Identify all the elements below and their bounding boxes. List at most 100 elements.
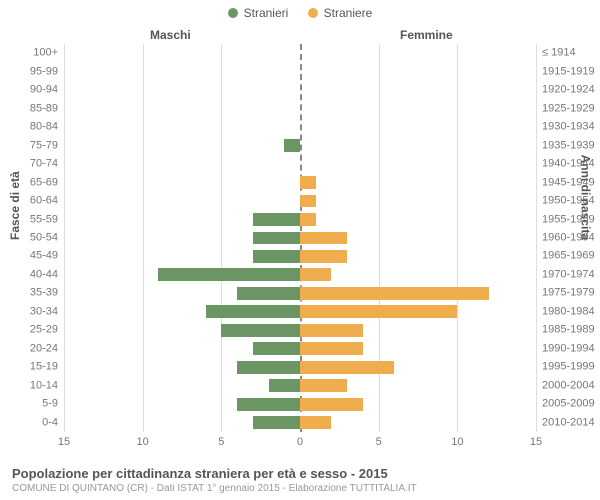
birth-year-label: 1980-1984 (542, 306, 595, 317)
population-pyramid-chart: Stranieri Straniere Maschi Femmine Fasce… (0, 0, 600, 500)
age-row: 75-791935-1939 (64, 136, 536, 154)
age-row: 100+≤ 1914 (64, 44, 536, 62)
age-row: 40-441970-1974 (64, 266, 536, 284)
age-label: 45-49 (30, 251, 58, 262)
birth-year-label: 1950-1954 (542, 196, 595, 207)
chart-subtitle: COMUNE DI QUINTANO (CR) - Dati ISTAT 1° … (12, 483, 417, 494)
bar-male (206, 305, 300, 318)
age-label: 85-89 (30, 103, 58, 114)
bar-female (300, 379, 347, 392)
age-label: 100+ (33, 48, 58, 59)
birth-year-label: 1935-1939 (542, 140, 595, 151)
bar-female (300, 213, 316, 226)
age-row: 45-491965-1969 (64, 247, 536, 265)
legend-label-male: Stranieri (244, 6, 289, 20)
x-axis: 15105051015 (64, 436, 536, 456)
bar-male (237, 398, 300, 411)
birth-year-label: 1970-1974 (542, 269, 595, 280)
legend-item-male: Stranieri (228, 6, 289, 20)
bar-male (221, 324, 300, 337)
birth-year-label: 1920-1924 (542, 85, 595, 96)
bar-male (158, 268, 300, 281)
x-tick: 5 (376, 436, 382, 448)
age-label: 80-84 (30, 122, 58, 133)
age-label: 25-29 (30, 325, 58, 336)
bar-male (253, 342, 300, 355)
gridline (536, 44, 537, 432)
legend-item-female: Straniere (308, 6, 373, 20)
age-row: 30-341980-1984 (64, 303, 536, 321)
x-tick: 15 (58, 436, 70, 448)
age-row: 95-991915-1919 (64, 62, 536, 80)
age-row: 5-92005-2009 (64, 395, 536, 413)
age-label: 10-14 (30, 380, 58, 391)
bar-female (300, 305, 457, 318)
age-row: 20-241990-1994 (64, 340, 536, 358)
bar-female (300, 232, 347, 245)
bar-male (237, 287, 300, 300)
birth-year-label: 1965-1969 (542, 251, 595, 262)
age-row: 10-142000-2004 (64, 377, 536, 395)
bar-female (300, 195, 316, 208)
bar-female (300, 176, 316, 189)
age-label: 75-79 (30, 140, 58, 151)
birth-year-label: 1990-1994 (542, 343, 595, 354)
birth-year-label: 1975-1979 (542, 288, 595, 299)
bar-male (284, 139, 300, 152)
birth-year-label: 1960-1964 (542, 232, 595, 243)
age-label: 40-44 (30, 269, 58, 280)
legend-swatch-female (308, 8, 318, 18)
bar-female (300, 361, 394, 374)
age-label: 55-59 (30, 214, 58, 225)
birth-year-label: 1955-1959 (542, 214, 595, 225)
birth-year-label: ≤ 1914 (542, 48, 576, 59)
age-label: 15-19 (30, 362, 58, 373)
legend: Stranieri Straniere (0, 6, 600, 21)
bar-male (253, 416, 300, 429)
birth-year-label: 1945-1949 (542, 177, 595, 188)
age-label: 50-54 (30, 232, 58, 243)
age-row: 15-191995-1999 (64, 358, 536, 376)
chart-footer: Popolazione per cittadinanza straniera p… (12, 466, 417, 494)
age-row: 35-391975-1979 (64, 284, 536, 302)
birth-year-label: 1940-1944 (542, 159, 595, 170)
age-row: 60-641950-1954 (64, 192, 536, 210)
bar-female (300, 342, 363, 355)
bar-female (300, 250, 347, 263)
age-row: 70-741940-1944 (64, 155, 536, 173)
chart-title: Popolazione per cittadinanza straniera p… (12, 466, 417, 481)
bar-female (300, 287, 489, 300)
bar-male (253, 232, 300, 245)
bar-female (300, 398, 363, 411)
age-row: 80-841930-1934 (64, 118, 536, 136)
age-row: 90-941920-1924 (64, 81, 536, 99)
x-tick: 5 (218, 436, 224, 448)
x-tick: 15 (530, 436, 542, 448)
age-label: 90-94 (30, 85, 58, 96)
age-label: 0-4 (42, 417, 58, 428)
bar-male (253, 250, 300, 263)
age-row: 55-591955-1959 (64, 210, 536, 228)
birth-year-label: 1925-1929 (542, 103, 595, 114)
age-row: 25-291985-1989 (64, 321, 536, 339)
birth-year-label: 1930-1934 (542, 122, 595, 133)
age-label: 95-99 (30, 66, 58, 77)
column-header-female: Femmine (400, 28, 453, 42)
age-row: 0-42010-2014 (64, 414, 536, 432)
birth-year-label: 2010-2014 (542, 417, 595, 428)
bar-male (269, 379, 300, 392)
birth-year-label: 1915-1919 (542, 66, 595, 77)
x-tick: 10 (451, 436, 463, 448)
birth-year-label: 2000-2004 (542, 380, 595, 391)
age-row: 50-541960-1964 (64, 229, 536, 247)
x-tick: 10 (137, 436, 149, 448)
age-label: 20-24 (30, 343, 58, 354)
yaxis-title-left: Fasce di età (8, 171, 22, 240)
x-tick: 0 (297, 436, 303, 448)
age-label: 70-74 (30, 159, 58, 170)
birth-year-label: 1995-1999 (542, 362, 595, 373)
age-row: 65-691945-1949 (64, 173, 536, 191)
bar-male (253, 213, 300, 226)
age-label: 35-39 (30, 288, 58, 299)
bar-female (300, 268, 331, 281)
